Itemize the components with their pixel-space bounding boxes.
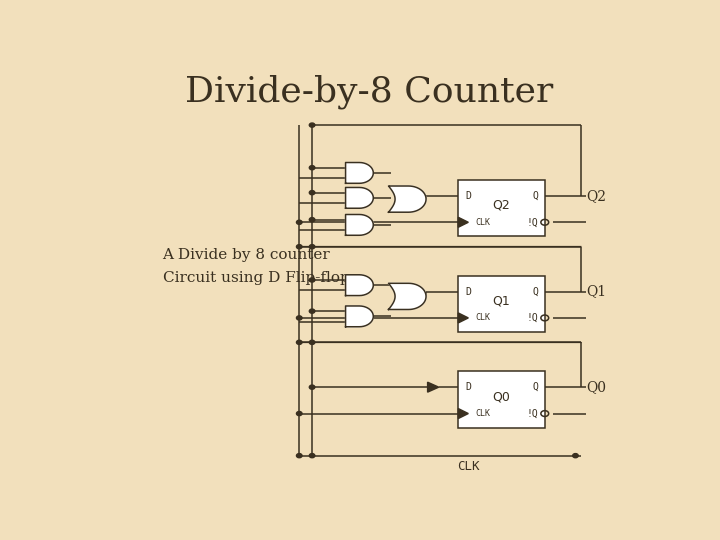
Circle shape — [310, 166, 315, 170]
Text: Q2: Q2 — [587, 189, 607, 203]
Circle shape — [572, 454, 578, 458]
Text: A Divide by 8 counter
Circuit using D Flip-flops: A Divide by 8 counter Circuit using D Fl… — [163, 247, 357, 286]
Circle shape — [297, 245, 302, 249]
Text: CLK: CLK — [456, 460, 480, 472]
Circle shape — [310, 385, 315, 389]
Polygon shape — [346, 163, 374, 183]
Bar — [459, 180, 545, 237]
Circle shape — [310, 191, 315, 195]
Polygon shape — [346, 306, 374, 327]
Polygon shape — [389, 186, 426, 212]
Circle shape — [310, 309, 315, 313]
Text: Q0: Q0 — [492, 390, 510, 403]
Text: CLK: CLK — [475, 218, 490, 227]
Polygon shape — [459, 409, 468, 419]
Text: Q: Q — [532, 382, 538, 392]
Text: !Q: !Q — [526, 409, 538, 419]
Text: CLK: CLK — [475, 313, 490, 322]
Text: D: D — [465, 382, 471, 392]
Text: !Q: !Q — [526, 217, 538, 227]
Circle shape — [310, 278, 315, 282]
Text: CLK: CLK — [475, 409, 490, 418]
Text: Q0: Q0 — [587, 380, 607, 394]
Text: !Q: !Q — [526, 313, 538, 323]
Circle shape — [297, 411, 302, 416]
Circle shape — [297, 316, 302, 320]
Text: Q: Q — [532, 191, 538, 201]
Polygon shape — [459, 217, 468, 227]
Polygon shape — [389, 284, 426, 309]
Circle shape — [297, 220, 302, 224]
Text: Q: Q — [532, 287, 538, 296]
Circle shape — [310, 340, 315, 345]
Polygon shape — [428, 382, 438, 392]
Circle shape — [310, 245, 315, 249]
Text: Divide-by-8 Counter: Divide-by-8 Counter — [185, 75, 553, 109]
Text: Q1: Q1 — [492, 295, 510, 308]
Circle shape — [310, 454, 315, 458]
Circle shape — [297, 340, 302, 345]
Polygon shape — [346, 275, 374, 295]
Bar — [459, 372, 545, 428]
Polygon shape — [346, 187, 374, 208]
Text: D: D — [465, 191, 471, 201]
Text: D: D — [465, 287, 471, 296]
Polygon shape — [459, 313, 468, 323]
Bar — [459, 276, 545, 332]
Circle shape — [310, 123, 315, 127]
Circle shape — [310, 218, 315, 222]
Polygon shape — [346, 214, 374, 235]
Text: Q2: Q2 — [492, 199, 510, 212]
Circle shape — [297, 454, 302, 458]
Text: Q1: Q1 — [587, 285, 607, 299]
